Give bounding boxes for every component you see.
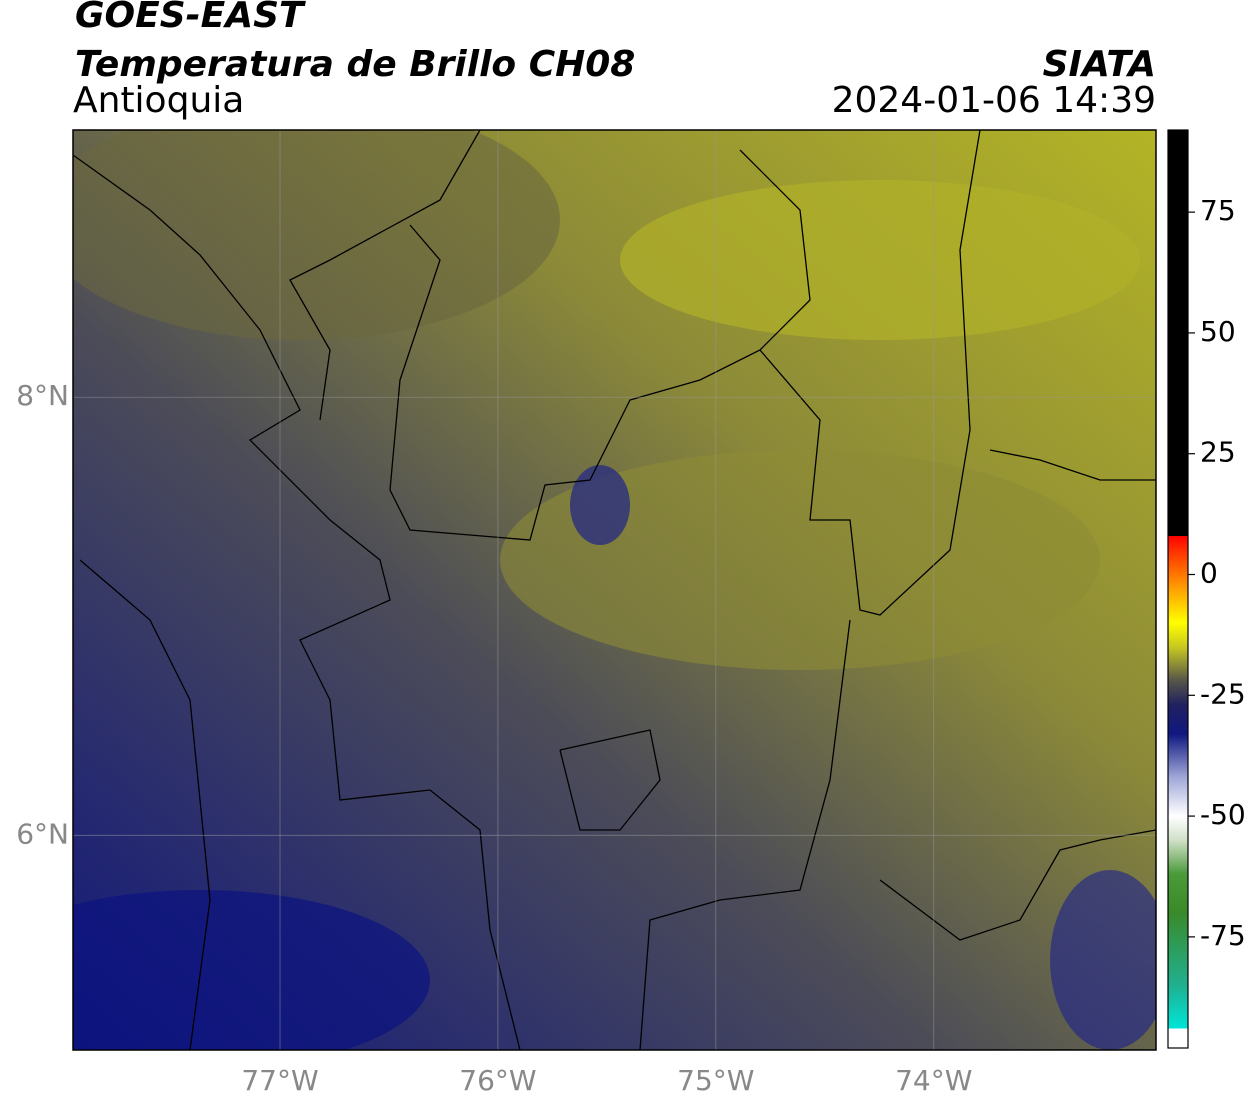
border [639, 619, 851, 1050]
field-patch [500, 450, 1100, 670]
x-tick-label: 76°W [459, 1064, 536, 1097]
field-patch [620, 180, 1140, 340]
colorbar-tick-label: -50 [1200, 798, 1246, 831]
colorbar-tick-label: -25 [1200, 677, 1246, 710]
agency: SIATA [1043, 44, 1156, 85]
field-patch [570, 465, 630, 545]
colorbar-tick-label: 25 [1200, 436, 1236, 469]
coastline [289, 130, 481, 421]
border [759, 130, 981, 616]
border [559, 729, 661, 831]
map-frame [72, 129, 1157, 1051]
field-patch [73, 890, 430, 1050]
border [389, 149, 811, 541]
x-tick-label: 77°W [241, 1064, 318, 1097]
field-patch [1050, 870, 1156, 1050]
satellite: GOES-EAST [75, 0, 306, 36]
coastline [79, 559, 211, 1050]
datetime: 2024-01-06 14:39 [832, 80, 1156, 121]
y-tick-label: 8°N [16, 379, 69, 412]
y-tick-label: 6°N [16, 817, 69, 850]
colorbar-tick-label: 50 [1200, 315, 1236, 348]
border [879, 829, 1156, 941]
border [73, 154, 521, 1050]
graticule [73, 130, 1156, 1050]
border [989, 449, 1156, 481]
product: Temperatura de Brillo CH08 [75, 44, 635, 85]
field-patch [73, 130, 560, 340]
x-tick-label: 74°W [895, 1064, 972, 1097]
colorbar [1167, 129, 1189, 1049]
colorbar-tick-label: 0 [1200, 557, 1218, 590]
borders [73, 130, 1156, 1050]
map-field [73, 130, 1156, 1050]
colorbar-tick-label: 75 [1200, 194, 1236, 227]
x-tick-label: 75°W [677, 1064, 754, 1097]
colorbar-tick-label: -75 [1200, 919, 1246, 952]
region: Antioquia [73, 80, 244, 121]
